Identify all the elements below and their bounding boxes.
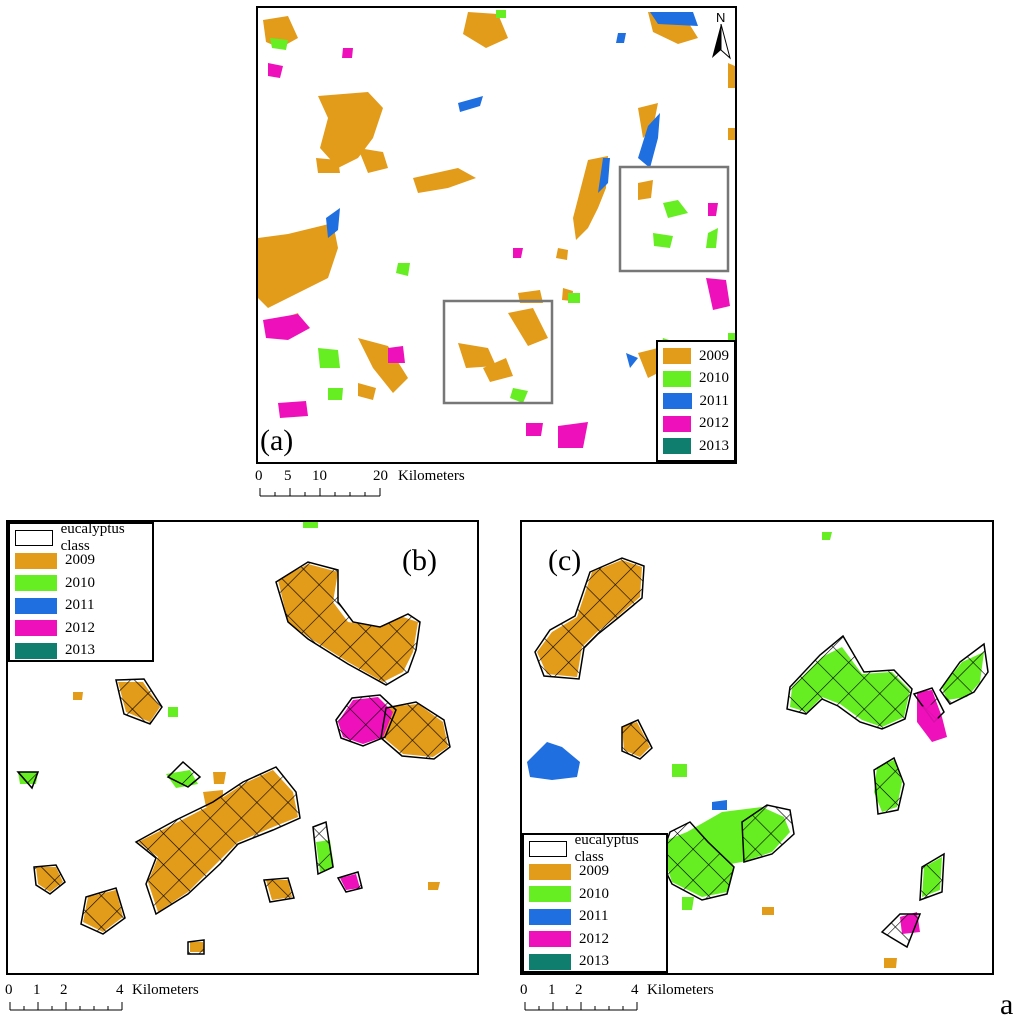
patches-2011: [326, 12, 698, 368]
legend-b: eucalyptus class 2009 2010 2011 2012 201…: [8, 521, 154, 663]
panel-c-label: (c): [548, 544, 582, 577]
panel-a-label: (a): [260, 424, 294, 457]
legend-b-row-2010: 2010: [15, 572, 147, 595]
swatch-2011: [15, 597, 57, 614]
swatch-2010: [529, 886, 571, 903]
patches-c-2011: [527, 742, 727, 810]
scale-c-tick-1: 1: [548, 982, 556, 998]
inset-map-b-panel: (b) eucalyptus class 2009 2010 2011 2012…: [6, 520, 479, 975]
legend-c-row-2010: 2010: [529, 883, 661, 906]
legend-b-row-2012: 2012: [15, 617, 147, 640]
scale-c-tick-0: 0: [520, 982, 528, 998]
patches-c-2012-top: [920, 704, 940, 734]
legend-b-row-2011: 2011: [15, 595, 147, 618]
swatch-2013: [529, 953, 571, 970]
legend-c-row-2011: 2011: [529, 906, 661, 929]
north-arrow-icon: [712, 24, 731, 60]
eucalyptus-outlines-c: [534, 557, 989, 949]
swatch-2009: [663, 348, 691, 365]
scale-b-tick-1: 1: [33, 982, 41, 998]
swatch-2011: [663, 393, 692, 410]
swatch-2011: [529, 908, 571, 925]
scale-b-tick-0: 0: [5, 982, 13, 998]
scale-a-bar: [259, 488, 381, 497]
eucalyptus-outlines-b: [16, 561, 451, 955]
legend-c-row-eucalyptus: eucalyptus class: [529, 832, 661, 865]
swatch-2012: [663, 415, 691, 432]
panel-b-label: (b): [402, 544, 437, 577]
patches-2009: [258, 12, 735, 400]
inset-box-b: [442, 299, 554, 405]
overview-map: [258, 10, 735, 448]
swatch-2013: [663, 438, 691, 455]
scale-c-tick-2: 2: [575, 982, 583, 998]
legend-a-row-2011: 2011: [663, 390, 729, 413]
scale-c-bar: [524, 1002, 638, 1011]
scale-c-unit: Kilometers: [647, 982, 714, 998]
inset-map-c: [527, 532, 989, 968]
inset-box-c: [618, 165, 730, 273]
legend-c-row-2013: 2013: [529, 951, 661, 974]
patches-2012: [263, 48, 730, 448]
inset-map-c-panel: (c) eucalyptus class 2009 2010 2011 2012…: [520, 520, 994, 975]
legend-a: 2009 2010 2011 2012 2013: [656, 340, 736, 462]
scale-a-tick-2: 10: [312, 468, 327, 484]
scale-c-tick-3: 4: [631, 982, 639, 998]
swatch-2010: [15, 575, 57, 592]
scale-b-bar: [9, 1002, 123, 1011]
north-arrow: N: [710, 10, 732, 60]
swatch-2010: [663, 370, 691, 387]
swatch-2012: [15, 620, 57, 637]
legend-b-row-eucalyptus: eucalyptus class: [15, 521, 147, 554]
legend-a-row-2013: 2013: [663, 435, 729, 458]
scalebar-b: 0 1 2 4 Kilometers: [5, 982, 225, 1021]
corner-letter: a: [1000, 988, 1014, 1021]
swatch-2013: [15, 642, 57, 659]
overview-map-panel: N (a) 2009 2010 2011 2012 2013: [256, 6, 737, 464]
swatch-2009: [15, 552, 57, 569]
legend-a-row-2009: 2009: [663, 345, 729, 368]
scale-b-tick-3: 4: [116, 982, 124, 998]
scalebar-c: 0 1 2 4 Kilometers: [520, 982, 740, 1021]
legend-a-row-2010: 2010: [663, 368, 729, 391]
legend-a-row-2012: 2012: [663, 413, 729, 436]
scalebar-a: 0 5 10 20 Kilometers: [255, 468, 485, 507]
scale-a-tick-1: 5: [284, 468, 292, 484]
north-label: N: [716, 10, 726, 25]
scale-b-tick-2: 2: [60, 982, 68, 998]
scale-b-unit: Kilometers: [132, 982, 199, 998]
swatch-eucalyptus: [529, 841, 567, 858]
swatch-2012: [529, 931, 571, 948]
scale-a-tick-0: 0: [255, 468, 263, 484]
legend-b-row-2013: 2013: [15, 640, 147, 663]
legend-c-row-2012: 2012: [529, 928, 661, 951]
legend-b-row-2009: 2009: [15, 550, 147, 573]
swatch-2009: [529, 863, 571, 880]
inset-map-b: [16, 522, 451, 955]
legend-c-row-2009: 2009: [529, 861, 661, 884]
scale-a-unit: Kilometers: [398, 468, 465, 484]
swatch-eucalyptus: [15, 530, 53, 547]
scale-a-tick-3: 20: [373, 468, 388, 484]
legend-c: eucalyptus class 2009 2010 2011 2012 201…: [522, 832, 668, 974]
